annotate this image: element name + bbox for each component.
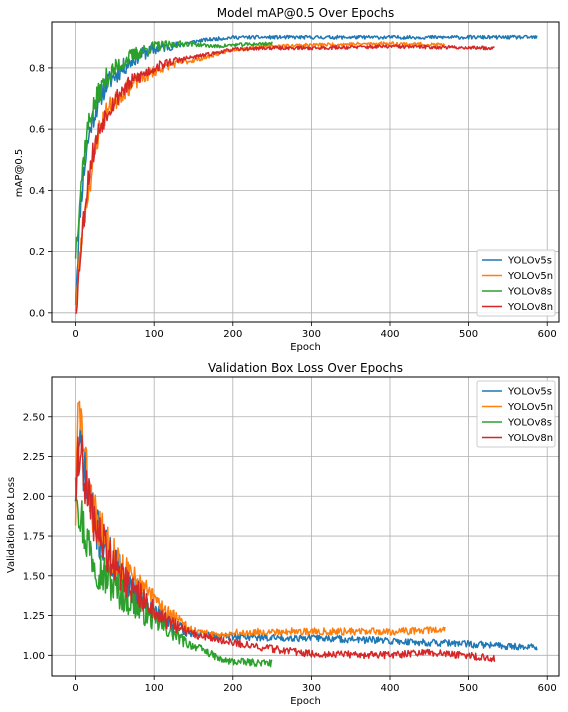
plot-frame <box>51 376 560 677</box>
y-tick-label: 0.4 <box>29 186 45 197</box>
x-tick-label: 600 <box>538 683 557 694</box>
y-tick-label: 1.75 <box>23 532 45 543</box>
series-line-yolov5s <box>74 34 538 306</box>
x-tick-label: 400 <box>380 329 399 340</box>
series-line-yolov5n <box>74 400 446 638</box>
legend: YOLOv5s YOLOv5n YOLOv8s YOLOv8n <box>476 380 556 448</box>
series-line-yolov8n <box>74 44 495 315</box>
legend-label: YOLOv5s <box>507 387 552 398</box>
x-tick-label: 600 <box>538 329 557 340</box>
y-axis-label: Validation Box Loss <box>6 477 17 573</box>
x-axis-label: Epoch <box>290 342 321 353</box>
x-tick-label: 400 <box>380 683 399 694</box>
x-tick-label: 500 <box>459 683 478 694</box>
x-tick-label: 0 <box>72 329 78 340</box>
x-tick-label: 0 <box>72 683 78 694</box>
y-tick-label: 0.8 <box>29 63 45 74</box>
chart-title: Model mAP@0.5 Over Epochs <box>217 6 395 20</box>
legend: YOLOv5s YOLOv5n YOLOv8s YOLOv8n <box>476 249 556 317</box>
y-tick-label: 2.00 <box>23 492 45 503</box>
y-tick-label: 0.0 <box>29 308 45 319</box>
chart-title: Validation Box Loss Over Epochs <box>208 361 403 375</box>
series-line-yolov8s <box>74 40 273 259</box>
y-axis-label: mAP@0.5 <box>14 149 25 198</box>
series-line-yolov8n <box>74 434 496 663</box>
x-tick-label: 300 <box>302 683 321 694</box>
legend-label: YOLOv8n <box>507 302 553 313</box>
legend-box <box>476 380 556 448</box>
y-tick-label: 2.25 <box>23 452 45 463</box>
legend-label: YOLOv5n <box>507 271 553 282</box>
x-tick-label: 100 <box>145 683 164 694</box>
y-tick-label: 1.50 <box>23 571 45 582</box>
loss-chart: Validation Box Loss Over Epochs Epoch Va… <box>6 361 560 707</box>
map-chart: Model mAP@0.5 Over Epochs Epoch mAP@0.5 … <box>14 6 560 353</box>
x-tick-label: 100 <box>145 329 164 340</box>
legend-label: YOLOv8s <box>507 418 552 429</box>
plot-frame <box>51 21 560 323</box>
y-tick-label: 1.25 <box>23 611 45 622</box>
y-tick-label: 0.6 <box>29 125 45 136</box>
x-axis-label: Epoch <box>290 696 321 707</box>
legend-label: YOLOv8n <box>507 433 553 444</box>
x-tick-label: 500 <box>459 329 478 340</box>
legend-label: YOLOv8s <box>507 287 552 298</box>
y-tick-label: 1.00 <box>23 651 45 662</box>
y-tick-label: 2.50 <box>23 412 45 423</box>
legend-label: YOLOv5n <box>507 402 553 413</box>
y-tick-label: 0.2 <box>29 247 45 258</box>
legend-box <box>476 249 556 317</box>
x-tick-label: 200 <box>223 683 242 694</box>
legend-label: YOLOv5s <box>507 256 552 267</box>
x-tick-label: 200 <box>223 329 242 340</box>
x-tick-label: 300 <box>302 329 321 340</box>
